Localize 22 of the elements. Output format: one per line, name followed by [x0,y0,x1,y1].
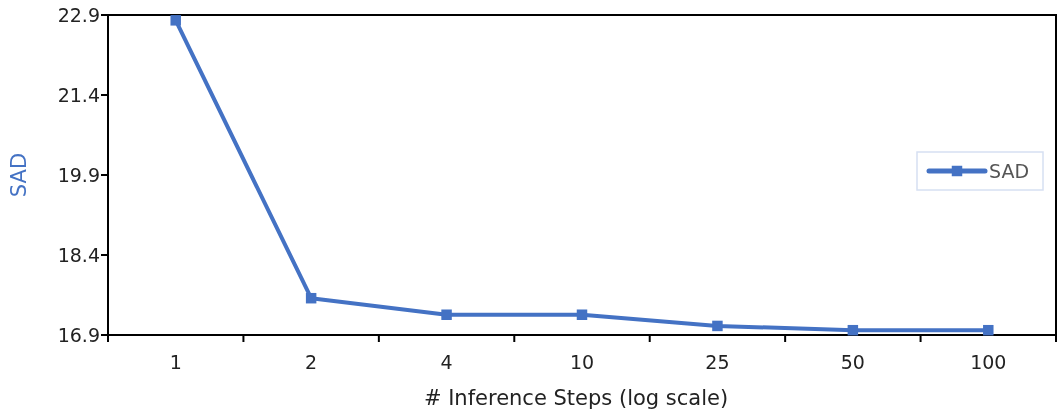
point [983,324,994,336]
y-tick-label: 16.9 [57,323,100,346]
x-tick-label: 2 [305,351,318,373]
x-tick-label: 100 [970,351,1007,373]
x-tick-label: 10 [569,351,595,373]
x-tick-label: 1 [169,351,182,373]
x-axis-title: # Inference Steps (log scale) [423,386,729,410]
y-tick-label: 22.9 [57,3,100,26]
legend-label: SAD [989,159,1030,182]
y-axis-title: SAD [7,152,31,198]
x-tick-label: 50 [840,351,865,373]
x-tick-label: 4 [440,351,453,373]
y-tick-label: 18.4 [57,243,100,266]
point [847,324,859,336]
point [712,320,723,332]
y-tick-label: 19.9 [57,163,100,186]
x-tick-label: 25 [705,351,730,373]
y-tick-label: 21.4 [57,83,100,106]
point [305,292,317,304]
point [576,309,588,320]
point [170,15,181,26]
point [441,309,452,320]
